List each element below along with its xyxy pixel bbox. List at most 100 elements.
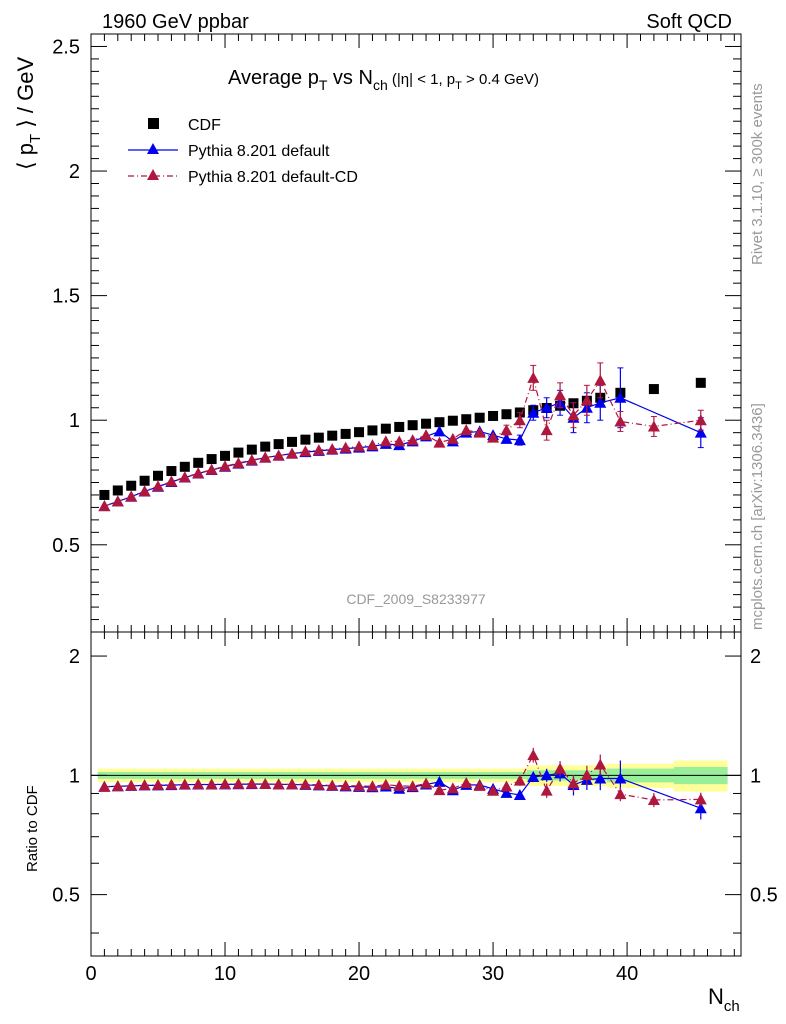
- legend-marker-cdf: [148, 118, 159, 129]
- legend-label-pythia-cd: Pythia 8.201 default-CD: [188, 169, 358, 186]
- pythia-default-cd-point: [647, 420, 660, 432]
- cdf-point: [380, 423, 391, 434]
- pythia-default-point: [594, 396, 607, 408]
- cdf-point: [220, 450, 231, 461]
- y-tick-label: 0.5: [52, 535, 80, 557]
- cdf-point: [287, 436, 298, 447]
- pythia-default-cd-ratio-point: [513, 774, 526, 786]
- pythia-default-cd-ratio-point: [554, 762, 567, 774]
- ratio-series: [98, 747, 707, 820]
- mcplots-label: mcplots.cern.ch [arXiv:1306.3436]: [749, 403, 766, 630]
- cdf-point: [474, 412, 485, 423]
- pythia-default-cd-ratio-point: [540, 784, 553, 796]
- cdf-point: [434, 417, 445, 428]
- pythia-default-point: [513, 434, 526, 446]
- cdf-point: [153, 470, 164, 481]
- pythia-default-line: [104, 397, 702, 507]
- pythia-default-cd-point: [594, 374, 607, 386]
- pythia-default-point: [500, 432, 513, 444]
- cdf-point: [260, 441, 271, 452]
- cdf-point: [126, 480, 137, 491]
- pythia-default-cd-point: [393, 435, 406, 447]
- pythia-default-cd-ratio-point: [326, 779, 339, 791]
- x-tick-label: 40: [616, 963, 638, 985]
- pythia-default-cd-point: [446, 432, 459, 444]
- ratio-tick-label-right: 1: [750, 765, 761, 787]
- pythia-default-cd-point: [152, 480, 165, 492]
- cdf-point: [273, 439, 284, 450]
- pythia-default-cd-ratio-point: [366, 780, 379, 792]
- pythia-default-cd-point: [165, 475, 178, 487]
- cdf-point: [139, 475, 150, 486]
- cdf-point: [99, 489, 110, 500]
- pythia-default-cd-ratio-point: [694, 793, 707, 805]
- pythia-default-cd-point: [98, 500, 111, 512]
- cdf-point: [394, 421, 405, 432]
- cdf-point: [488, 410, 499, 421]
- pythia-default-cd-point: [554, 389, 567, 401]
- x-tick-label: 10: [214, 963, 236, 985]
- cdf-point: [407, 420, 418, 431]
- cdf-point: [354, 427, 365, 438]
- legend: CDF Pythia 8.201 default Pythia 8.201 de…: [128, 117, 358, 186]
- pythia-default-cd-point: [473, 426, 486, 438]
- pythia-default-cd-ratio-point: [339, 779, 352, 791]
- cdf-point: [193, 457, 204, 468]
- pythia-default-cd-point: [219, 460, 232, 472]
- ratio-tick-label-left: 0.5: [52, 885, 80, 907]
- pythia-default-cd-point: [272, 449, 285, 461]
- pythia-default-cd-point: [694, 414, 707, 426]
- cdf-point: [421, 418, 432, 429]
- pythia-default-cd-point: [192, 467, 205, 479]
- axis-ticks: [90, 34, 741, 956]
- pythia-default-cd-point: [614, 415, 627, 427]
- header-energy: 1960 GeV ppbar: [102, 11, 249, 33]
- cdf-point: [179, 461, 190, 472]
- cdf-point: [300, 434, 311, 445]
- pythia-default-cd-point: [406, 434, 419, 446]
- pythia-default-cd-point: [245, 454, 258, 466]
- pythia-default-point: [540, 401, 553, 413]
- pythia-default-cd-point: [580, 394, 593, 406]
- pythia-default-cd-ratio-point: [299, 778, 312, 790]
- ratio-tick-label-left: 1: [69, 765, 80, 787]
- cdf-point: [233, 447, 244, 458]
- pythia-default-cd-ratio-point: [353, 779, 366, 791]
- cdf-point: [461, 414, 472, 425]
- pythia-default-cd-point: [420, 429, 433, 441]
- x-tick-label: 20: [348, 963, 370, 985]
- pythia-default-point: [433, 425, 446, 437]
- pythia-default-cd-ratio-point: [420, 777, 433, 789]
- pythia-default-cd-point: [326, 443, 339, 455]
- chart-title: Average pT vs Nch (|η| < 1, pT > 0.4 GeV…: [228, 67, 539, 93]
- cdf-point: [695, 377, 706, 388]
- pythia-default-cd-point: [379, 435, 392, 447]
- pythia-default-cd-point: [312, 444, 325, 456]
- cdf-point: [206, 454, 217, 465]
- pythia-default-cd-point: [487, 431, 500, 443]
- x-tick-label: 0: [85, 963, 96, 985]
- cdf-point: [166, 466, 177, 477]
- cdf-point: [367, 425, 378, 436]
- cdf-point: [327, 430, 338, 441]
- pythia-default-cd-ratio-point: [647, 793, 660, 805]
- analysis-id: CDF_2009_S8233977: [346, 591, 486, 607]
- pythia-default-cd-ratio-point: [379, 778, 392, 790]
- pythia-default-point: [694, 426, 707, 438]
- cdf-point: [313, 432, 324, 443]
- pythia-default-cd-ratio-point: [527, 749, 540, 761]
- pythia-default-cd-ratio-point: [446, 782, 459, 794]
- pythia-default-cd-point: [125, 490, 138, 502]
- pythia-default-cd-ratio-point: [433, 784, 446, 796]
- pythia-default-cd-point: [567, 409, 580, 421]
- legend-marker-pythia-cd: [147, 169, 159, 180]
- pythia-default-cd-point: [259, 451, 272, 463]
- y-tick-label: 2: [69, 161, 80, 183]
- tick-labels: 0 10 20 30 40 0.5 1 1.5 2 2.5 0.5 0.5 1 1 2 2: [52, 36, 778, 985]
- ratio-tick-label-left: 2: [69, 646, 80, 668]
- pythia-default-point: [527, 406, 540, 418]
- pythia-default-cd-point: [232, 457, 245, 469]
- pythia-default-point: [614, 391, 627, 403]
- cdf-point: [246, 444, 257, 455]
